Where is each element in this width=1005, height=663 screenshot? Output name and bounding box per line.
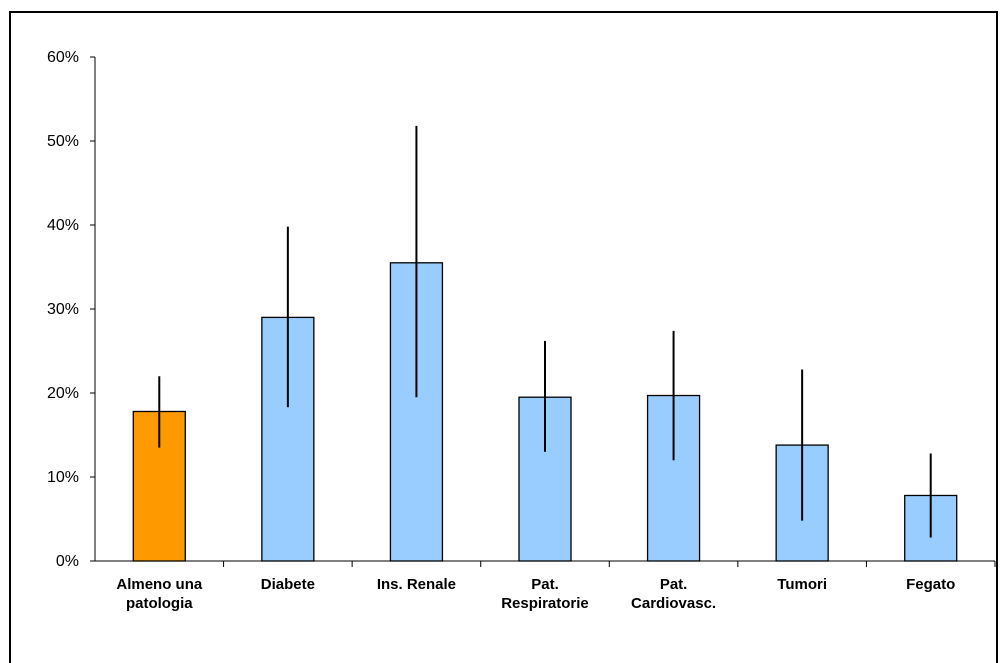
category-label: Fegato — [906, 576, 955, 593]
y-tick-label: 40% — [47, 217, 79, 234]
y-tick-label: 10% — [47, 469, 79, 486]
y-tick-label: 60% — [47, 49, 79, 66]
category-label-line: Respiratorie — [501, 595, 589, 612]
category-label-line: patologia — [126, 595, 193, 612]
category-label: Tumori — [777, 576, 827, 593]
category-label-line: Cardiovasc. — [631, 595, 716, 612]
category-label-line: Almeno una — [116, 576, 202, 593]
bar — [518, 396, 572, 562]
y-tick-label: 50% — [47, 133, 79, 150]
category-label-line: Pat. — [531, 576, 559, 593]
category-label-line: Fegato — [906, 576, 955, 593]
category-label-line: Diabete — [261, 576, 315, 593]
category-label-line: Tumori — [777, 576, 827, 593]
category-label: Ins. Renale — [377, 576, 456, 593]
category-label: Diabete — [261, 576, 315, 593]
category-label-line: Ins. Renale — [377, 576, 456, 593]
category-label: Pat. Respiratorie — [501, 576, 589, 612]
chart-frame — [9, 11, 998, 663]
category-label-line: Pat. — [660, 576, 688, 593]
category-label: Pat. Cardiovasc. — [631, 576, 716, 612]
y-tick-label: 20% — [47, 385, 79, 402]
y-tick-label: 0% — [56, 553, 79, 570]
y-tick-label: 30% — [47, 301, 79, 318]
category-label: Almeno una patologia — [116, 576, 202, 612]
